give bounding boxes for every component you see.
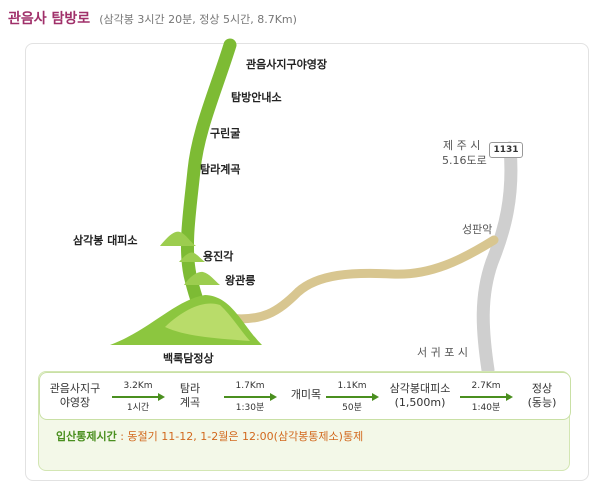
stop-gaemimok: 개미목	[290, 388, 322, 401]
gwaneumsa-trail	[180, 38, 237, 325]
segment-time: 50분	[342, 403, 362, 413]
page-header: 관음사 탐방로 (삼각봉 3시간 20분, 정상 5시간, 8.7Km)	[8, 8, 297, 28]
segment-4: 2.7Km 1:40분	[458, 380, 514, 414]
wanggwanneung-peak	[184, 271, 220, 285]
segment-distance: 1.7Km	[235, 381, 265, 391]
arrow-icon	[324, 393, 380, 401]
notice-label: 입산통제시간	[56, 430, 117, 443]
notice-text: : 동절기 11-12, 1-2월은 12:00(삼각봉통제소)통제	[120, 430, 364, 443]
label-samgakbong-shelter: 삼각봉 대피소	[73, 234, 138, 247]
segment-3: 1.1Km 50분	[324, 380, 380, 414]
entry-restriction-notice: 입산통제시간 : 동절기 11-12, 1-2월은 12:00(삼각봉통제소)통…	[56, 428, 363, 444]
stop-tamra-valley: 탐라 계곡	[179, 382, 201, 409]
segment-time: 1:40분	[471, 403, 501, 413]
label-campground: 관음사지구야영장	[246, 58, 327, 71]
label-seongpanak: 성판악	[462, 223, 493, 236]
stop-samgakbong: 삼각봉대피소 (1,500m)	[389, 382, 451, 409]
segment-time: 1시간	[126, 403, 150, 413]
label-info-center: 탐방안내소	[231, 91, 282, 104]
segment-distance: 3.2Km	[123, 381, 153, 391]
segment-2: 1.7Km 1:30분	[222, 380, 278, 414]
seongpanak-trail	[223, 235, 499, 324]
trail-summary: (삼각봉 3시간 20분, 정상 5시간, 8.7Km)	[99, 13, 297, 26]
arrow-icon	[222, 393, 278, 401]
arrow-icon	[110, 393, 166, 401]
arrow-icon	[458, 393, 514, 401]
label-wanggwanneung: 왕관릉	[225, 274, 256, 287]
label-tamra-valley: 탐라계곡	[200, 163, 241, 176]
segment-1: 3.2Km 1시간	[110, 380, 166, 414]
label-gurin-cave: 구린굴	[210, 127, 241, 140]
route-summary-box: 관음사지구 야영장 3.2Km 1시간 탐라 계곡 1.7Km 1:30분 개미…	[38, 371, 571, 471]
stop-campground: 관음사지구 야영장	[49, 382, 101, 409]
stop-summit: 정상 (동능)	[527, 382, 557, 409]
trail-title: 관음사 탐방로	[8, 11, 91, 27]
segment-distance: 1.1Km	[337, 381, 367, 391]
label-road-516: 5.16도로	[442, 154, 487, 167]
label-jeju-city: 제 주 시	[443, 139, 481, 152]
label-summit: 백록담정상	[163, 352, 214, 365]
road-number-badge: 1131	[489, 142, 523, 158]
yongjingak-peak	[179, 252, 205, 262]
road-516	[476, 141, 518, 377]
label-seogwipo-city: 서 귀 포 시	[417, 346, 468, 359]
route-steps: 관음사지구 야영장 3.2Km 1시간 탐라 계곡 1.7Km 1:30분 개미…	[39, 372, 571, 420]
segment-distance: 2.7Km	[471, 381, 501, 391]
samgakbong-peak	[160, 231, 196, 246]
label-yongjingak: 용진각	[203, 250, 234, 263]
segment-time: 1:30분	[235, 403, 265, 413]
